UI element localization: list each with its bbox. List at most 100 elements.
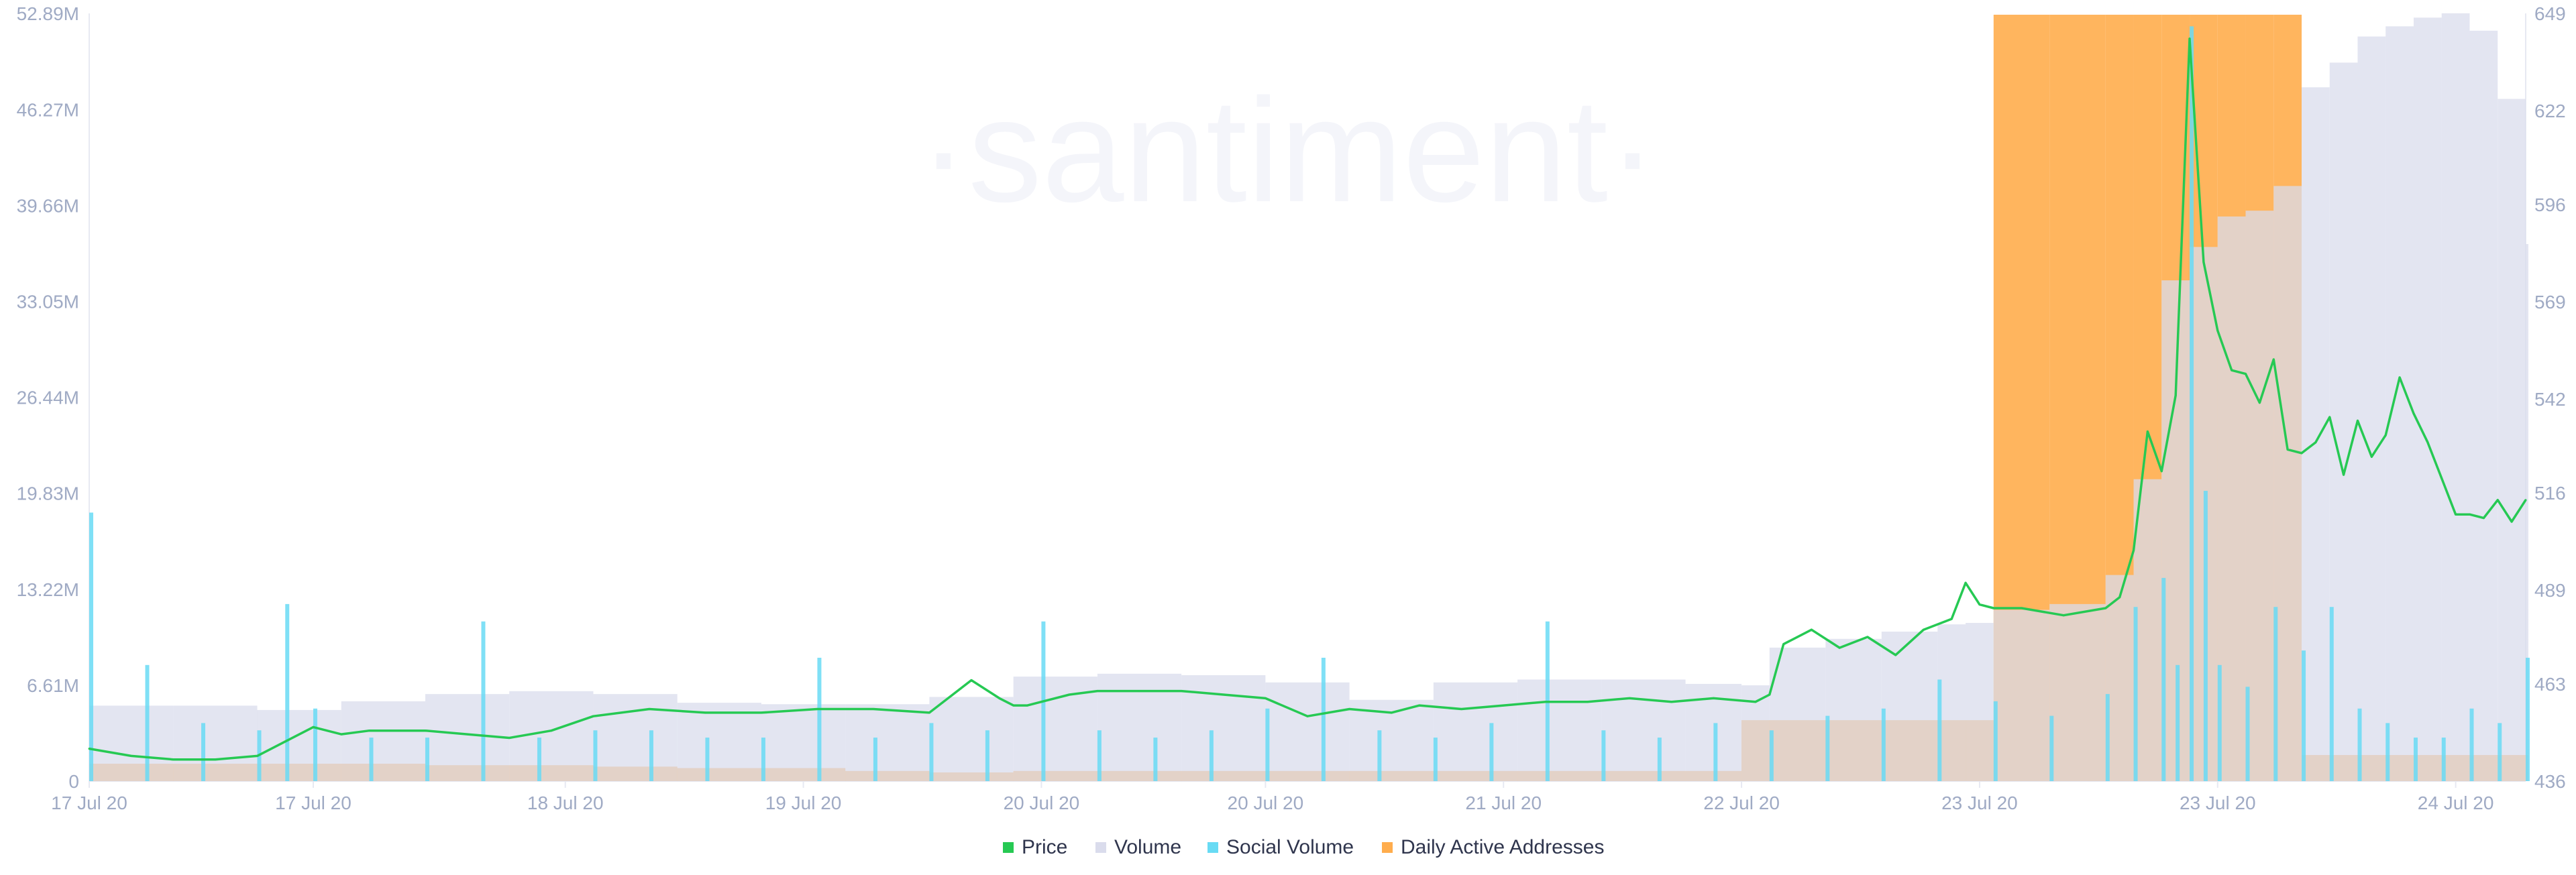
right-axis-tick-label: 622: [2534, 101, 2566, 121]
price-point: [1264, 697, 1267, 699]
social-volume-bar: [2203, 491, 2208, 781]
price-point: [2202, 261, 2205, 264]
social-volume-bar: [985, 730, 989, 781]
volume-bar: [89, 705, 174, 781]
legend-swatch-price: [1003, 842, 1014, 853]
social-volume-bar: [1769, 730, 1774, 781]
price-point: [1754, 701, 1757, 703]
legend-swatch-daily-active-addresses: [1382, 842, 1393, 853]
price-point: [256, 754, 258, 757]
legend-label-daily-active-addresses: Daily Active Addresses: [1401, 836, 1604, 858]
price-point: [1390, 711, 1393, 714]
volume-bar: [1097, 673, 1182, 781]
price-point: [1502, 704, 1505, 707]
volume-bar: [1937, 624, 1966, 781]
price-point: [1544, 701, 1547, 703]
price-point: [172, 758, 174, 761]
social-volume-bar: [1881, 708, 1886, 781]
price-point: [2314, 441, 2317, 444]
price-point: [1964, 581, 1967, 584]
volume-bar: [2526, 243, 2528, 781]
x-axis-tick-label: 20 Jul 20: [1004, 793, 1080, 813]
social-volume-bar: [2105, 694, 2110, 781]
social-volume-bar: [2245, 687, 2250, 781]
price-point: [2524, 499, 2527, 502]
price-point: [2160, 470, 2163, 473]
left-axis-tick-label: 19.83M: [17, 483, 79, 504]
social-volume-bar: [873, 738, 877, 781]
price-point: [340, 733, 343, 736]
price-point: [1782, 643, 1785, 646]
social-volume-bar: [2302, 650, 2306, 781]
price-point: [88, 748, 91, 750]
x-axis-tick-label: 17 Jul 20: [275, 793, 352, 813]
right-axis-tick-label: 569: [2534, 292, 2566, 312]
price-point: [2118, 596, 2121, 599]
volume-bar: [173, 705, 258, 781]
price-line: [89, 37, 2527, 761]
price-point: [1222, 693, 1225, 696]
price-point: [1068, 693, 1071, 696]
price-point: [704, 711, 706, 714]
social-volume-bar: [2441, 738, 2446, 781]
price-series: [88, 37, 2527, 761]
price-point: [508, 736, 511, 739]
price-point: [2272, 358, 2275, 361]
volume-bar: [2105, 575, 2134, 781]
volume-bar: [1741, 685, 1770, 781]
social-volume-bar: [2469, 708, 2474, 781]
price-point: [1768, 693, 1771, 696]
social-volume-bar: [425, 738, 429, 781]
social-volume-bar: [1321, 657, 1326, 781]
price-point: [2343, 473, 2345, 476]
volume-bar: [2357, 36, 2386, 782]
price-point: [1418, 704, 1421, 707]
social-volume-bar: [649, 730, 653, 781]
price-point: [2300, 452, 2303, 455]
legend: Price Volume Social Volume Daily Active Add…: [1003, 836, 1604, 858]
volume-bar: [1517, 679, 1602, 781]
volume-bar: [2441, 13, 2470, 781]
volume-bar: [2469, 30, 2498, 781]
price-point: [1306, 715, 1309, 717]
price-point: [130, 754, 133, 757]
left-axis-tick-label: 26.44M: [17, 388, 79, 408]
price-point: [1460, 707, 1463, 710]
price-point: [1096, 690, 1099, 693]
price-point: [816, 707, 818, 710]
volume-bar: [2302, 87, 2330, 782]
price-point: [1978, 603, 1981, 606]
volume-bar: [1966, 623, 1994, 781]
volume-bar: [1601, 679, 1686, 781]
price-point: [2174, 394, 2177, 397]
price-point: [1180, 690, 1183, 693]
right-axis-tick-label: 489: [2534, 580, 2566, 601]
volume-bar: [1013, 677, 1097, 781]
price-point: [2062, 614, 2065, 617]
legend-swatch-volume: [1095, 842, 1106, 853]
volume-bar: [257, 709, 341, 781]
social-volume-bar: [2133, 607, 2138, 781]
x-axis: 17 Jul 20 17 Jul 20 18 Jul 20 19 Jul 20 20 J…: [51, 781, 2493, 813]
price-point: [1894, 654, 1897, 656]
price-point: [2328, 416, 2331, 418]
volume-bar: [845, 704, 930, 781]
volume-bar: [1433, 682, 1518, 781]
social-volume-bar: [1209, 730, 1214, 781]
price-point: [592, 715, 594, 717]
x-axis-tick-label: 23 Jul 20: [1941, 793, 2018, 813]
right-axis-tick-label: 649: [2534, 3, 2566, 24]
price-point: [2286, 448, 2289, 451]
price-point: [872, 707, 875, 710]
social-volume-bar: [705, 738, 710, 781]
price-point: [2370, 455, 2373, 458]
price-point: [2496, 499, 2499, 502]
volume-bar: [2217, 216, 2246, 782]
price-point: [284, 740, 286, 743]
price-point: [2245, 373, 2247, 375]
price-point: [1922, 628, 1925, 631]
price-point: [2455, 513, 2457, 516]
social-volume-bar: [593, 730, 598, 781]
